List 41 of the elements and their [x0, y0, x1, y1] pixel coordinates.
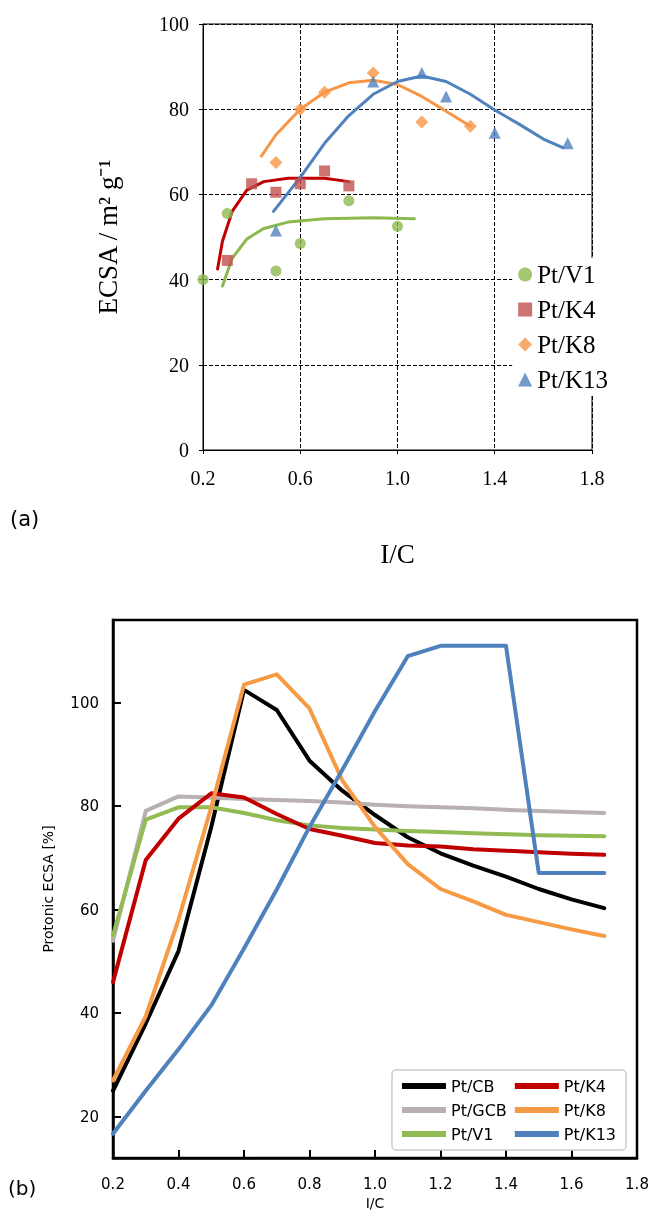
y-tick-label: 80	[169, 98, 189, 121]
y-tick-label: 60	[169, 183, 189, 206]
y-tick-label: 100	[159, 13, 189, 35]
x-tick-label: 0.6	[232, 1174, 256, 1193]
legend-label: Pt/V1	[450, 1124, 494, 1144]
x-tick-label: 1.0	[385, 467, 410, 489]
x-tick-label: 0.2	[101, 1174, 125, 1193]
y-axis-title: ECSA / m² g⁻¹	[92, 159, 123, 315]
legend-label: Pt/GCB	[450, 1100, 507, 1120]
x-axis-title: I/C	[380, 538, 415, 569]
x-tick-label: 0.8	[297, 1174, 322, 1193]
legend-label: Pt/V1	[537, 261, 596, 288]
y-tick-label: 100	[70, 693, 99, 712]
legend-label: Pt/K4	[563, 1076, 606, 1096]
legend-label: Pt/CB	[450, 1076, 495, 1096]
y-tick-label: 60	[79, 900, 99, 919]
y-tick-label: 40	[79, 1004, 99, 1023]
x-tick-label: 0.2	[190, 467, 216, 489]
y-tick-label: 0	[179, 439, 189, 461]
y-tick-label: 80	[79, 797, 99, 816]
y-tick-label: 20	[79, 1107, 99, 1126]
x-tick-label: 1.8	[579, 467, 605, 489]
x-tick-label: 0.6	[287, 467, 313, 489]
x-tick-label: 0.4	[166, 1174, 191, 1193]
legend-label: Pt/K8	[537, 331, 596, 358]
legend-label: Pt/K13	[537, 366, 609, 393]
x-tick-label: 1.6	[559, 1174, 584, 1193]
text: (a)	[10, 506, 40, 531]
y-tick-label: 20	[169, 353, 189, 376]
y-axis-title: Protonic ECSA [%]	[40, 825, 56, 953]
legend-label: Pt/K4	[537, 296, 596, 323]
legend-label: Pt/K8	[563, 1100, 606, 1120]
x-tick-label: 1.8	[625, 1174, 649, 1193]
x-axis-title: I/C	[365, 1194, 385, 1211]
text: (b)	[8, 1176, 37, 1200]
x-tick-label: 1.2	[428, 1174, 453, 1193]
x-tick-label: 1.0	[363, 1174, 387, 1193]
x-tick-label: 1.4	[482, 467, 508, 489]
legend-label: Pt/K13	[563, 1124, 617, 1144]
x-tick-label: 1.4	[494, 1174, 518, 1193]
y-tick-label: 40	[169, 268, 189, 291]
